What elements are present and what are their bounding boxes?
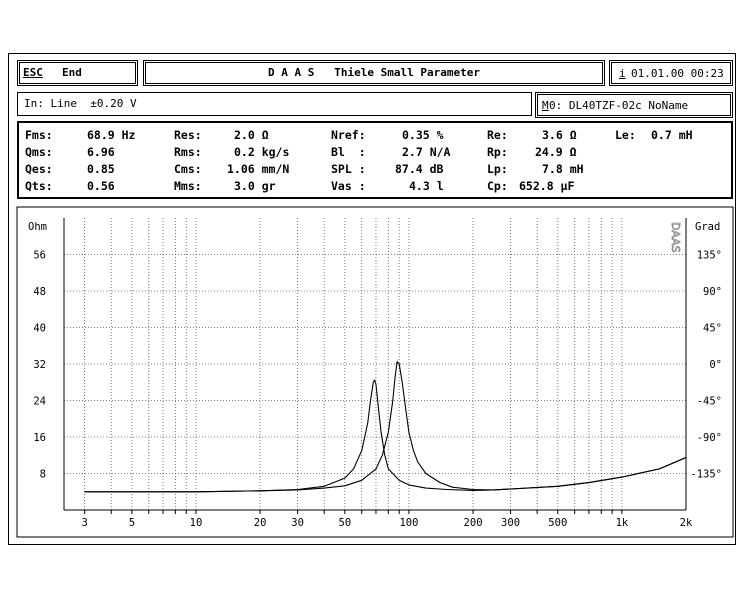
param-value: 0.56	[87, 179, 115, 193]
x-tick-label: 1k	[616, 517, 629, 529]
param-value: 3.0 gr	[234, 179, 276, 193]
memory-box[interactable]: M 0: DL40TZF-02c NoName	[535, 92, 733, 118]
y-left-unit-label: Ohm	[28, 221, 47, 233]
param-value: 24.9 Ω	[535, 145, 577, 159]
x-tick-label: 300	[501, 517, 520, 529]
y-left-tick-label: 48	[33, 286, 46, 298]
y-left-tick-label: 40	[33, 323, 46, 335]
esc-key[interactable]: ESC	[23, 66, 43, 79]
param-name: Qms:	[25, 145, 53, 159]
side-label: DAAS	[669, 222, 682, 253]
param-name: Cms:	[174, 162, 202, 176]
y-right-tick-label: 0°	[709, 359, 722, 371]
param-name: Le:	[615, 128, 636, 142]
param-value: 1.06 mm/N	[227, 162, 290, 176]
param-name: Mms:	[174, 179, 202, 193]
param-value: 0.35 %	[402, 128, 444, 142]
parameters-box: Fms: 68.9 Hz Qms: 6.96 Qes: 0.85 Qts: 0.…	[17, 121, 733, 199]
param-value: 3.6 Ω	[542, 128, 577, 142]
param-name: Re:	[487, 128, 508, 142]
param-value: 2.0 Ω	[234, 128, 269, 142]
param-value: 68.9 Hz	[87, 128, 136, 142]
x-tick-label: 20	[254, 517, 267, 529]
x-tick-label: 100	[399, 517, 418, 529]
x-tick-label: 500	[548, 517, 567, 529]
param-value: 0.7 mH	[651, 128, 693, 142]
param-name: Lp:	[487, 162, 508, 176]
app-title: D A A S Thiele Small Parameter	[268, 66, 480, 79]
title-box: D A A S Thiele Small Parameter	[143, 60, 605, 86]
y-right-tick-label: 90°	[703, 286, 722, 298]
param-name: Cp:	[487, 179, 508, 193]
info-key[interactable]: i	[619, 67, 626, 80]
y-right-unit-label: Grad	[695, 221, 720, 233]
impedance-curve-2	[84, 361, 687, 493]
x-tick-label: 10	[190, 517, 203, 529]
param-name: Rms:	[174, 145, 202, 159]
param-name: Vas :	[331, 179, 366, 193]
param-value: 652.8 µF	[519, 179, 575, 193]
param-name: Res:	[174, 128, 202, 142]
param-value: 0.2 kg/s	[234, 145, 290, 159]
y-left-tick-label: 16	[33, 432, 46, 444]
param-value: 0.85	[87, 162, 115, 176]
memory-key[interactable]: M	[542, 99, 549, 112]
x-tick-label: 2k	[680, 517, 693, 529]
chart-box	[16, 206, 734, 538]
param-name: Qts:	[25, 179, 53, 193]
y-right-tick-label: 135°	[697, 250, 722, 262]
x-tick-label: 50	[339, 517, 352, 529]
y-right-tick-label: -135°	[690, 469, 722, 481]
y-left-tick-label: 8	[40, 469, 46, 481]
impedance-curve-1	[84, 379, 687, 493]
param-value: 7.8 mH	[542, 162, 584, 176]
esc-end-box[interactable]: ESC End	[17, 60, 138, 86]
x-tick-label: 30	[291, 517, 304, 529]
x-tick-label: 200	[464, 517, 483, 529]
param-name: Bl :	[331, 145, 366, 159]
param-name: Nref:	[331, 128, 366, 142]
y-right-tick-label: -90°	[697, 432, 722, 444]
x-tick-label: 3	[81, 517, 87, 529]
end-label: End	[62, 66, 82, 79]
input-label: In: Line ±0.20 V	[24, 97, 137, 110]
y-left-tick-label: 24	[33, 396, 46, 408]
y-left-tick-label: 56	[33, 250, 46, 262]
param-value: 6.96	[87, 145, 115, 159]
param-value: 4.3 l	[409, 179, 444, 193]
input-box: In: Line ±0.20 V	[17, 92, 532, 116]
memory-label: 0: DL40TZF-02c NoName	[549, 99, 689, 112]
datetime: 01.01.00 00:23	[631, 67, 724, 80]
param-name: SPL :	[331, 162, 366, 176]
param-value: 87.4 dB	[395, 162, 444, 176]
info-box[interactable]: i 01.01.00 00:23	[609, 60, 733, 86]
param-name: Qes:	[25, 162, 53, 176]
param-name: Fms:	[25, 128, 53, 142]
param-name: Rp:	[487, 145, 508, 159]
y-right-tick-label: -45°	[697, 396, 722, 408]
y-left-tick-label: 32	[33, 359, 46, 371]
y-right-tick-label: 45°	[703, 323, 722, 335]
x-tick-label: 5	[129, 517, 135, 529]
window-frame	[8, 53, 736, 545]
param-value: 2.7 N/A	[402, 145, 451, 159]
